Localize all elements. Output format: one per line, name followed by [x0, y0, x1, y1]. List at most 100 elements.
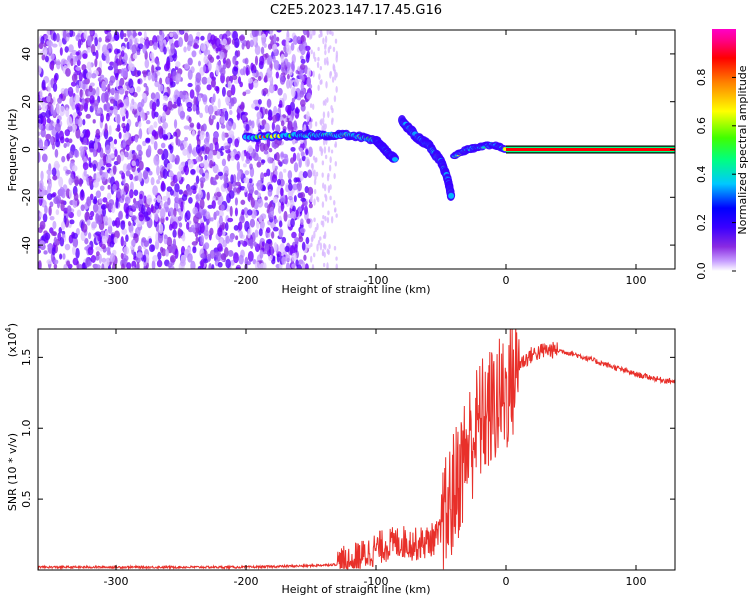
noise-mark: [207, 104, 214, 115]
noise-mark: [139, 193, 143, 200]
noise-mark: [285, 38, 290, 50]
noise-mark: [273, 242, 278, 252]
noise-mark: [266, 239, 272, 245]
noise-mark: [205, 211, 211, 220]
noise-mark: [249, 218, 256, 228]
noise-tail-mark: [315, 171, 319, 177]
noise-mark: [202, 64, 207, 73]
noise-mark: [157, 233, 164, 244]
y-tick-label: 1.5: [20, 349, 33, 367]
noise-mark: [89, 148, 94, 153]
noise-mark: [222, 38, 228, 46]
noise-mark: [228, 190, 235, 199]
noise-tail-mark: [322, 123, 326, 129]
noise-mark: [262, 30, 268, 33]
noise-mark: [218, 215, 223, 226]
noise-mark: [83, 102, 88, 113]
noise-mark: [264, 242, 270, 252]
noise-mark: [274, 219, 279, 224]
noise-tail-mark: [326, 30, 329, 36]
noise-mark: [66, 205, 72, 215]
noise-mark: [94, 58, 98, 68]
noise-mark: [293, 120, 298, 131]
noise-mark: [237, 221, 243, 231]
noise-tail-mark: [330, 215, 334, 224]
noise-mark: [296, 95, 302, 101]
noise-mark: [91, 221, 97, 229]
noise-mark: [215, 174, 219, 180]
noise-mark: [105, 247, 111, 252]
noise-mark: [286, 79, 290, 89]
snr-multiplier-close: ): [6, 323, 19, 327]
noise-mark: [79, 88, 83, 98]
noise-mark: [254, 55, 259, 66]
noise-mark: [89, 82, 95, 87]
noise-mark: [191, 130, 196, 137]
noise-mark: [64, 129, 71, 137]
noise-mark: [123, 246, 129, 255]
noise-mark: [104, 122, 108, 134]
noise-mark: [93, 141, 98, 150]
noise-mark: [172, 103, 178, 109]
noise-mark: [240, 199, 246, 205]
noise-mark: [256, 111, 262, 120]
noise-mark: [105, 54, 110, 64]
noise-mark: [106, 192, 112, 200]
noise-mark: [47, 83, 52, 93]
noise-mark: [245, 123, 250, 132]
noise-mark: [143, 254, 147, 263]
noise-mark: [219, 238, 224, 244]
noise-mark: [206, 191, 210, 201]
noise-mark: [78, 79, 84, 89]
noise-mark: [89, 30, 94, 36]
noise-mark: [143, 240, 150, 247]
noise-tail-mark: [310, 194, 314, 199]
noise-mark: [137, 43, 144, 50]
noise-mark: [254, 229, 259, 238]
noise-mark: [120, 50, 125, 58]
noise-mark: [46, 169, 53, 175]
noise-mark: [175, 61, 181, 68]
noise-mark: [71, 165, 78, 172]
noise-mark: [249, 163, 253, 170]
noise-mark: [247, 77, 253, 84]
noise-mark: [50, 104, 54, 115]
noise-mark: [260, 213, 267, 220]
noise-mark: [239, 185, 246, 191]
noise-mark: [244, 187, 248, 193]
noise-mark: [80, 132, 84, 138]
noise-mark: [52, 109, 57, 117]
noise-mark: [291, 54, 296, 64]
noise-mark: [260, 46, 265, 55]
noise-mark: [224, 96, 231, 104]
noise-mark: [304, 45, 311, 52]
noise-mark: [273, 49, 279, 57]
noise-mark: [278, 228, 283, 238]
noise-mark: [206, 84, 212, 91]
noise-mark: [108, 80, 114, 86]
noise-mark: [115, 197, 119, 209]
noise-mark: [232, 55, 237, 65]
noise-mark: [170, 81, 176, 88]
noise-mark: [272, 226, 279, 232]
noise-mark: [187, 82, 193, 88]
noise-mark: [125, 110, 129, 119]
noise-mark: [162, 134, 169, 140]
noise-mark: [115, 127, 121, 132]
noise-mark: [195, 144, 201, 154]
noise-mark: [241, 150, 245, 162]
noise-mark: [165, 216, 169, 221]
noise-mark: [183, 30, 190, 33]
noise-mark: [305, 111, 310, 122]
noise-mark: [112, 263, 116, 269]
noise-mark: [156, 165, 160, 176]
noise-mark: [183, 140, 188, 148]
noise-mark: [38, 65, 42, 75]
noise-mark: [86, 196, 92, 207]
noise-mark: [110, 140, 115, 149]
noise-mark: [162, 195, 168, 201]
noise-tail-mark: [309, 122, 313, 129]
noise-tail-mark: [335, 213, 338, 218]
noise-mark: [116, 154, 121, 165]
noise-mark: [293, 162, 299, 173]
